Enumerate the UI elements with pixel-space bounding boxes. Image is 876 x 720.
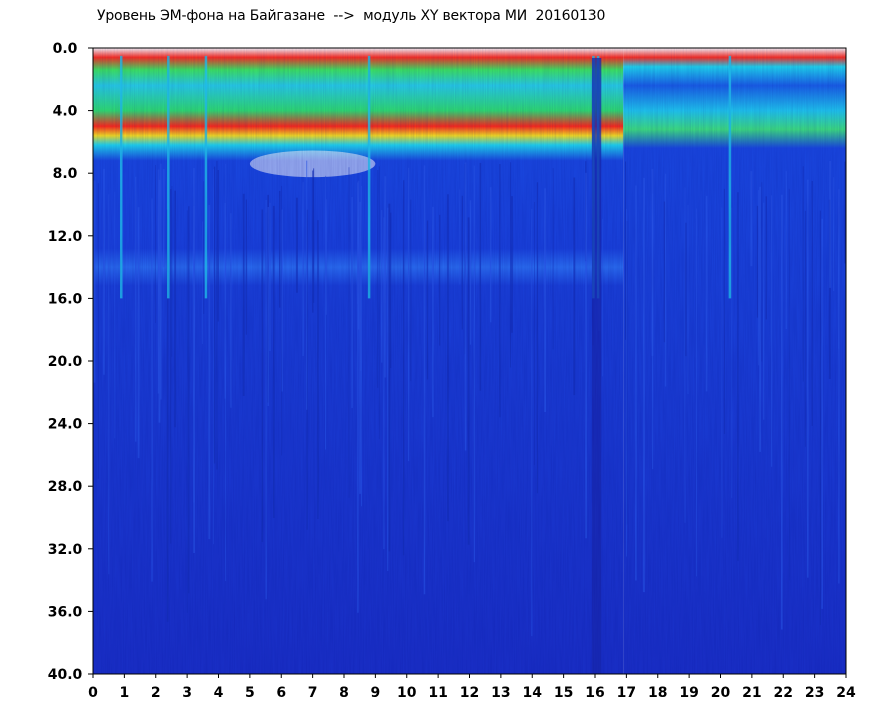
x-tick-label: 1	[120, 685, 130, 701]
x-tick-label: 21	[742, 685, 761, 701]
x-tick-label: 13	[491, 685, 510, 701]
x-axis: 0 1 2 3 4 5 6 7 8 9 10 11 12 13 14 15 16 17 18 19 20 21 22 23 24	[88, 674, 856, 701]
x-tick-label: 16	[585, 685, 604, 701]
y-tick-label: 40.0	[48, 667, 83, 683]
y-tick-label: 12.0	[48, 229, 83, 245]
x-tick-label: 4	[214, 685, 224, 701]
x-tick-label: 24	[836, 685, 856, 701]
x-tick-label: 3	[182, 685, 192, 701]
x-tick-label: 5	[245, 685, 255, 701]
x-tick-label: 2	[151, 685, 161, 701]
heatmap-texture	[93, 48, 846, 674]
x-tick-label: 6	[276, 685, 286, 701]
y-tick-label: 4.0	[53, 104, 78, 120]
x-tick-label: 8	[339, 685, 349, 701]
y-tick-label: 16.0	[48, 291, 83, 307]
y-tick-label: 32.0	[48, 542, 83, 558]
x-tick-label: 11	[428, 685, 447, 701]
x-tick-label: 10	[397, 685, 417, 701]
y-tick-label: 8.0	[53, 166, 78, 182]
x-tick-label: 9	[371, 685, 381, 701]
x-tick-label: 19	[679, 685, 698, 701]
chart-title: Уровень ЭМ-фона на Байгазане --> модуль …	[97, 8, 606, 24]
x-tick-label: 22	[774, 685, 793, 701]
x-tick-label: 18	[648, 685, 667, 701]
y-tick-label: 0.0	[53, 41, 78, 57]
plot-area	[92, 47, 847, 675]
x-tick-label: 12	[460, 685, 479, 701]
y-tick-label: 24.0	[48, 417, 83, 433]
x-tick-label: 20	[711, 685, 731, 701]
y-tick-label: 28.0	[48, 479, 83, 495]
x-tick-label: 17	[617, 685, 636, 701]
x-tick-label: 14	[523, 685, 543, 701]
y-tick-label: 36.0	[48, 604, 83, 620]
y-tick-label: 20.0	[48, 354, 83, 370]
x-tick-label: 7	[308, 685, 318, 701]
x-tick-label: 15	[554, 685, 573, 701]
x-tick-label: 23	[805, 685, 824, 701]
y-axis: 0.0 4.0 8.0 12.0 16.0 20.0 24.0 28.0 32.0 36.0 40.…	[48, 41, 93, 683]
x-tick-label: 0	[88, 685, 98, 701]
